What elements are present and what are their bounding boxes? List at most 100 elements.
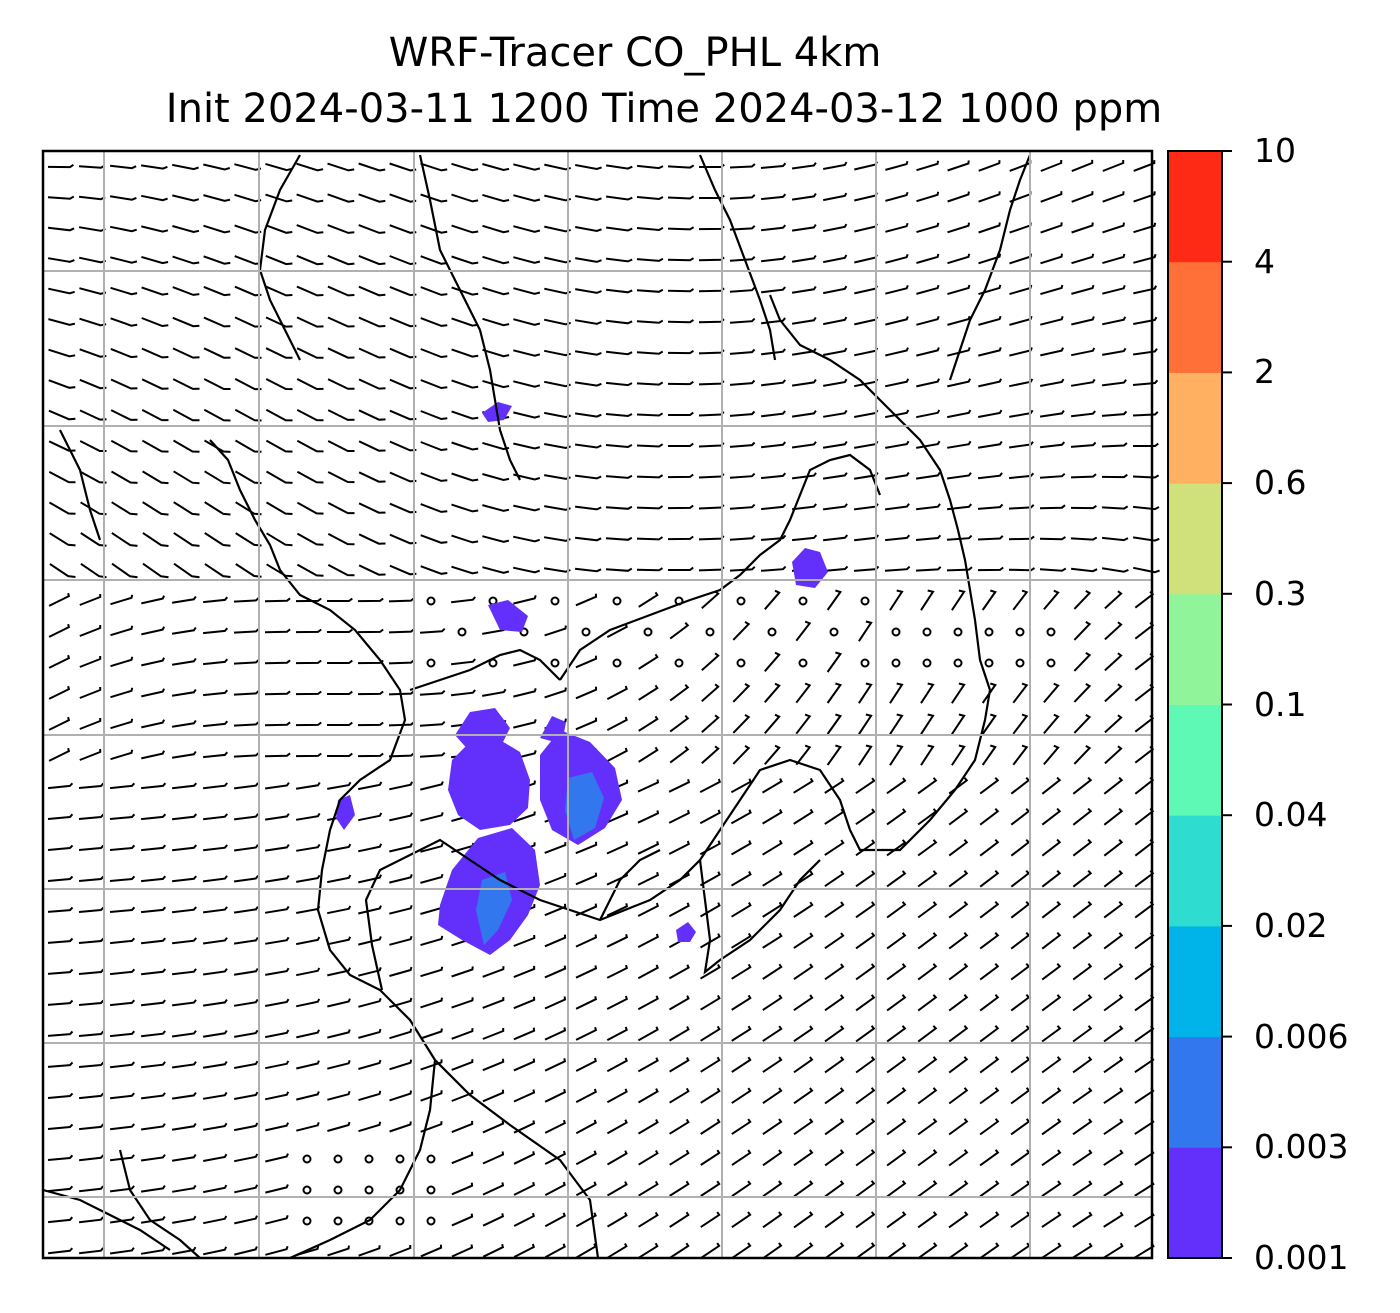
wind-barb [233, 659, 260, 665]
wind-barb [358, 224, 386, 234]
wind-barb [606, 841, 629, 855]
wind-barb [822, 503, 848, 511]
wind-barb [482, 1213, 505, 1227]
wind-barb [420, 904, 444, 915]
wind-barb [513, 349, 541, 357]
wind-barb [979, 901, 1000, 919]
wind-barb [1103, 870, 1124, 888]
wind-barb [109, 1216, 135, 1224]
wind-barb [1070, 441, 1097, 448]
wind-barb [482, 688, 507, 697]
wind-barb [203, 1215, 228, 1225]
wind-barb [1101, 567, 1129, 573]
wind-barb [731, 963, 752, 980]
wind-barb [917, 901, 938, 919]
calm-wind-marker [426, 1185, 436, 1195]
wind-barb [204, 563, 231, 578]
wind-barb [234, 224, 262, 234]
wind-barb [47, 1185, 74, 1193]
wind-barb [1010, 839, 1031, 857]
calm-wind-marker [1046, 658, 1056, 668]
wind-barb [1101, 410, 1128, 417]
wind-barb [1040, 315, 1064, 326]
wind-barb [420, 1059, 443, 1071]
wind-barb [171, 657, 197, 666]
wind-barb [203, 285, 231, 297]
wind-barb [173, 470, 200, 485]
wind-barb [729, 472, 756, 479]
wind-barb [1072, 1118, 1093, 1136]
wind-barb [824, 901, 845, 919]
wind-barb [1010, 932, 1031, 950]
wind-barb [171, 626, 197, 635]
wind-barb [978, 347, 1002, 357]
wind-barb [981, 682, 997, 704]
wind-barb [668, 566, 694, 571]
wind-barb [979, 1149, 1000, 1167]
wind-barb [544, 1058, 567, 1072]
wind-barb [451, 503, 479, 513]
wind-barb [854, 440, 879, 449]
wind-barb [234, 1184, 259, 1194]
wind-barb [1072, 870, 1093, 888]
wind-barb [638, 1242, 659, 1259]
wind-barb [979, 1180, 1000, 1198]
wind-barb [729, 317, 756, 324]
wind-barb [234, 255, 262, 265]
wind-barb [1073, 745, 1092, 765]
wind-barb [482, 1058, 505, 1072]
wind-barb [886, 1087, 907, 1105]
wind-barb [979, 1025, 1000, 1043]
border [559, 453, 882, 681]
wind-barb [824, 1025, 845, 1043]
wind-barb [760, 441, 787, 449]
wind-barb [388, 721, 415, 727]
colorbar-tick-label: 10 [1254, 131, 1296, 170]
wind-barb [764, 589, 781, 610]
wind-barb [420, 873, 444, 884]
wind-barb [296, 162, 324, 172]
wind-barb [917, 1242, 938, 1260]
calm-wind-marker [333, 1216, 343, 1226]
wind-barb [482, 255, 510, 265]
wind-barb [1072, 1180, 1093, 1197]
wind-barb [327, 533, 355, 546]
wind-barb [793, 932, 814, 949]
wind-barb [79, 625, 102, 637]
wind-barb [947, 284, 971, 296]
wind-barb [47, 195, 75, 200]
wind-barb [265, 224, 293, 234]
wind-barb [1132, 379, 1159, 386]
wind-barb [265, 1245, 289, 1256]
wind-barb [698, 318, 725, 324]
wind-barb [544, 349, 571, 357]
wind-barb [1133, 566, 1160, 574]
wind-barb [47, 906, 74, 913]
wind-barb [1009, 284, 1033, 296]
wind-barb [729, 534, 756, 541]
wind-barb [638, 591, 659, 608]
wind-barb [140, 1185, 166, 1193]
wind-barb [1039, 410, 1065, 418]
wind-barb [265, 316, 293, 328]
wind-barb [389, 1121, 412, 1133]
wind-barb [1104, 745, 1123, 765]
wind-barb [760, 348, 786, 356]
colorbar-tick-label: 2 [1254, 352, 1275, 392]
wind-barb [234, 408, 262, 422]
wind-barb [47, 1216, 74, 1224]
wind-barb [482, 1182, 505, 1196]
wind-barb [171, 1092, 197, 1100]
wind-barb [729, 286, 756, 293]
wind-barb [389, 502, 417, 514]
calm-wind-marker [798, 658, 808, 668]
wind-barb [49, 532, 76, 547]
wind-barb [482, 966, 505, 978]
wind-barb [1103, 1056, 1124, 1074]
wind-barb [1072, 1025, 1093, 1043]
tracer-plume [476, 872, 512, 945]
wind-barb [1134, 590, 1155, 609]
wind-barb [389, 874, 413, 884]
wind-barb [389, 193, 417, 203]
wind-barb [731, 1180, 752, 1198]
